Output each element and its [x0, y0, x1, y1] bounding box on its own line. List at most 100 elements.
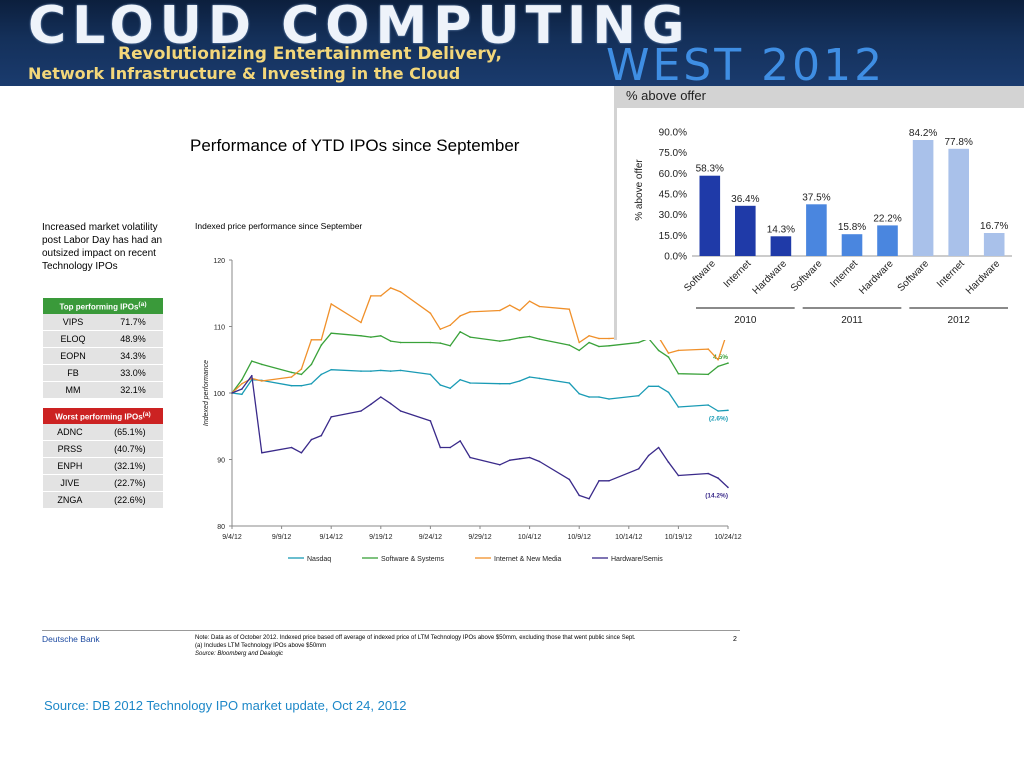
- data-point-nasdaq: [647, 385, 650, 388]
- page-number: 2: [733, 636, 737, 643]
- data-point-internet-new-media: [717, 359, 719, 361]
- data-point-software-systems: [370, 336, 372, 338]
- inset-group-label: 2012: [948, 315, 971, 326]
- inset-y-tick-label: 75.0%: [659, 148, 687, 159]
- data-point-software-systems: [261, 363, 263, 366]
- inset-category-label: Hardware: [857, 258, 896, 297]
- data-point-nasdaq: [449, 387, 452, 390]
- data-point-internet-new-media: [518, 309, 521, 312]
- inset-y-tick-label: 60.0%: [659, 169, 687, 180]
- intro-text: Increased market volatility post Labor D…: [42, 222, 163, 272]
- data-point-hardware-semis: [499, 464, 501, 466]
- data-point-internet-new-media: [538, 305, 541, 308]
- x-tick-label: 10/14/12: [615, 534, 642, 541]
- data-point-hardware-semis: [518, 458, 521, 460]
- footnote-marker: (a): [142, 410, 151, 418]
- legend-label: Nasdaq: [307, 556, 331, 563]
- data-point-nasdaq: [727, 409, 729, 412]
- data-point-software-systems: [380, 335, 382, 337]
- table-header-label: Worst performing IPOs: [55, 412, 143, 422]
- data-point-software-systems: [300, 373, 303, 376]
- data-point-hardware-semis: [667, 461, 670, 463]
- top-performer-ticker: VIPS: [43, 314, 103, 331]
- data-point-nasdaq: [568, 382, 571, 384]
- data-point-software-systems: [657, 349, 660, 352]
- data-point-internet-new-media: [241, 382, 243, 385]
- inset-bar: [841, 234, 863, 256]
- data-point-software-systems: [320, 344, 323, 346]
- data-point-internet-new-media: [469, 311, 471, 313]
- data-point-nasdaq: [469, 382, 471, 384]
- worst-performer-ticker: ZNGA: [43, 491, 97, 509]
- data-point-hardware-semis: [399, 410, 402, 412]
- data-point-internet-new-media: [588, 335, 590, 337]
- worst-performer-value: (22.7%): [96, 474, 163, 492]
- data-point-software-systems: [241, 378, 243, 381]
- table-row: ELOQ 48.9%: [43, 330, 163, 348]
- inset-category-label: Hardware: [751, 258, 790, 297]
- worst-performer-value: (40.7%): [96, 440, 163, 458]
- worst-performing-header: Worst performing IPOs(a): [43, 408, 163, 424]
- data-point-internet-new-media: [389, 287, 392, 289]
- inset-title: % above offer: [626, 88, 706, 103]
- data-point-hardware-semis: [449, 446, 452, 449]
- data-point-hardware-semis: [528, 456, 531, 459]
- data-point-hardware-semis: [310, 438, 313, 441]
- inset-category-label: Hardware: [964, 258, 1003, 297]
- data-point-software-systems: [509, 339, 511, 341]
- inset-group-label: 2010: [734, 315, 757, 326]
- x-tick-label: 9/29/12: [468, 534, 491, 541]
- data-point-hardware-semis: [261, 452, 263, 454]
- data-point-nasdaq: [608, 398, 610, 400]
- data-point-hardware-semis: [370, 403, 372, 406]
- inset-bar: [948, 148, 969, 256]
- data-point-software-systems: [360, 335, 362, 337]
- data-point-hardware-semis: [727, 486, 729, 489]
- inset-category-label: Internet: [722, 258, 754, 290]
- data-point-software-systems: [598, 345, 600, 348]
- data-point-internet-new-media: [261, 380, 263, 382]
- data-point-hardware-semis: [251, 374, 253, 377]
- data-point-internet-new-media: [568, 308, 571, 310]
- inset-bar-value-label: 36.4%: [731, 194, 759, 205]
- data-point-hardware-semis: [578, 494, 580, 497]
- data-point-hardware-semis: [439, 446, 442, 449]
- data-point-internet-new-media: [677, 349, 680, 352]
- above-offer-inset: % above offer 0.0% 15.0% 30.0% 45.0% 60.0% 75…: [614, 86, 1024, 340]
- x-tick-label: 10/9/12: [568, 534, 591, 541]
- data-point-hardware-semis: [300, 452, 303, 454]
- data-point-hardware-semis: [677, 474, 680, 477]
- inset-y-tick-label: 15.0%: [659, 231, 687, 242]
- worst-performer-ticker: JIVE: [43, 474, 97, 492]
- data-point-internet-new-media: [707, 348, 709, 350]
- table-row: PRSS (40.7%): [43, 440, 163, 458]
- series-end-label: (2.6%): [709, 415, 728, 422]
- series-end-label: 4.5%: [713, 354, 728, 361]
- data-point-nasdaq: [320, 373, 323, 376]
- inset-bar: [983, 233, 1005, 256]
- data-point-software-systems: [330, 332, 332, 334]
- worst-performing-rows: ADNC (65.1%) PRSS (40.7%) ENPH (32.1%) JIVE (22…: [43, 424, 163, 509]
- data-point-nasdaq: [578, 392, 580, 395]
- inset-bar: [912, 140, 934, 256]
- data-point-hardware-semis: [459, 440, 462, 442]
- x-tick-label: 9/19/12: [369, 534, 392, 541]
- top-performing-table: Top performing IPOs(a) VIPS 71.7% ELOQ 48.9…: [43, 298, 163, 399]
- data-point-nasdaq: [598, 396, 600, 398]
- data-point-software-systems: [399, 341, 402, 344]
- data-point-hardware-semis: [538, 460, 541, 463]
- inset-bar: [770, 236, 792, 256]
- data-point-internet-new-media: [290, 376, 293, 378]
- inset-category-label: Software: [789, 258, 825, 294]
- data-point-software-systems: [707, 373, 709, 376]
- inset-bar-value-label: 58.3%: [696, 164, 724, 175]
- x-tick-label: 10/19/12: [665, 534, 692, 541]
- data-point-nasdaq: [360, 370, 362, 372]
- data-point-internet-new-media: [499, 309, 501, 312]
- data-point-software-systems: [439, 342, 442, 344]
- banner-subtitle-line2: Network Infrastructure & Investing in th…: [28, 64, 461, 83]
- table-row: FB 33.0%: [43, 364, 163, 382]
- data-point-hardware-semis: [380, 396, 382, 398]
- data-point-nasdaq: [389, 370, 392, 372]
- data-point-nasdaq: [677, 406, 680, 408]
